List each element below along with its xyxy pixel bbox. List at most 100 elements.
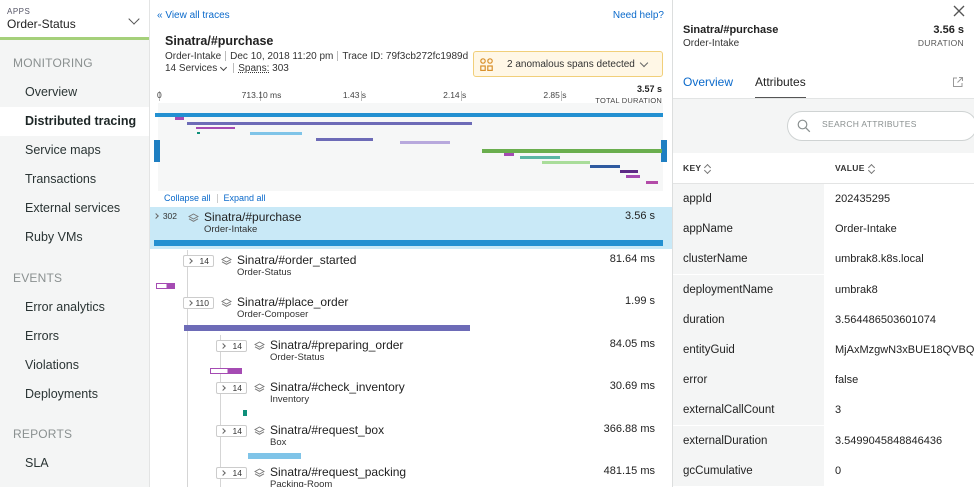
span-row[interactable]: 14 Sinatra/#order_started Order-Status 81.6… [150, 250, 672, 292]
attribute-key: externalDuration [673, 425, 824, 456]
search-attributes-input[interactable] [822, 119, 962, 129]
nav-section-title: REPORTS [13, 427, 73, 441]
total-duration-value: 3.57 s [636, 84, 662, 94]
key-column-header[interactable]: KEY [683, 153, 711, 184]
chevron-right-icon [220, 470, 226, 476]
sidebar-item-distributed-tracing[interactable]: Distributed tracing [0, 107, 149, 136]
attribute-value: 3.5499045848846436 [835, 434, 943, 447]
span-name: Sinatra/#place_order [237, 295, 349, 309]
attribute-value: umbrak8.k8s.local [835, 253, 924, 266]
attribute-value: umbrak8 [835, 283, 878, 296]
expand-toggle[interactable]: 14 [216, 382, 247, 394]
external-link-icon[interactable] [952, 76, 964, 88]
tab-overview[interactable]: Overview [683, 75, 734, 89]
span-row[interactable]: 14 Sinatra/#request_box Box 366.88 ms [150, 420, 672, 462]
minimap-span [250, 132, 302, 135]
sidebar-item-external-services[interactable]: External services [25, 201, 121, 215]
anomaly-icon [480, 58, 493, 71]
sidebar-item-sla[interactable]: SLA [25, 456, 49, 470]
nav-section-title: MONITORING [13, 56, 93, 70]
tab-divider [673, 98, 974, 99]
trace-minimap[interactable] [150, 103, 672, 191]
span-name: Sinatra/#check_inventory [270, 380, 405, 394]
attribute-value: 3 [835, 404, 842, 417]
view-all-traces-link[interactable]: « View all traces [157, 10, 230, 21]
sidebar-item-violations[interactable]: Violations [25, 358, 79, 372]
expand-toggle[interactable]: 302 [150, 211, 181, 223]
expand-toggle[interactable]: 14 [216, 467, 247, 479]
trace-date: Dec 10, 2018 11:20 pm [230, 51, 334, 62]
layers-icon [254, 468, 265, 477]
span-duration: 481.15 ms [603, 465, 655, 477]
layers-icon [221, 256, 232, 265]
sidebar-item-ruby-vms[interactable]: Ruby VMs [25, 230, 83, 244]
sidebar-item-errors[interactable]: Errors [25, 329, 60, 343]
expand-toggle[interactable]: 14 [183, 255, 214, 267]
attribute-row: duration 3.564486503601074 [673, 304, 974, 335]
tree-guide-line [220, 335, 221, 487]
search-icon [797, 119, 811, 133]
value-column-header[interactable]: VALUE [835, 153, 875, 184]
span-duration: 366.88 ms [603, 423, 655, 435]
chevron-down-icon [639, 58, 649, 68]
attribute-key: appId [673, 184, 824, 214]
minimap-span [626, 175, 640, 178]
span-service: Box [270, 437, 287, 448]
attribute-row: appName Order-Intake [673, 214, 974, 245]
expand-all-link[interactable]: Expand all [223, 193, 266, 203]
panel-duration-label: DURATION [917, 38, 964, 48]
child-count: 110 [195, 298, 209, 308]
sidebar: APPS Order-Status MONITORING Overview Dist… [0, 0, 150, 487]
sidebar-item-deployments[interactable]: Deployments [25, 387, 98, 401]
attribute-key: duration [673, 304, 824, 335]
sort-icon [705, 164, 711, 174]
trace-title: Sinatra/#purchase [165, 34, 274, 48]
sidebar-item-transactions[interactable]: Transactions [25, 172, 97, 186]
attribute-key: clusterName [673, 244, 824, 275]
search-attributes-field[interactable] [787, 111, 974, 141]
expand-toggle[interactable]: 14 [216, 425, 247, 437]
sidebar-item-overview[interactable]: Overview [25, 85, 78, 99]
span-row[interactable]: 110 Sinatra/#place_order Order-Composer 1.9… [150, 292, 672, 334]
attribute-row: externalDuration 3.5499045848846436 [673, 425, 974, 456]
services-count: 14 Services [165, 63, 218, 74]
timeline-tick [159, 91, 160, 101]
collapse-all-link[interactable]: Collapse all [164, 193, 211, 203]
minimap-span [400, 141, 450, 144]
trace-id: Trace ID: 79f3cb272fc1989d [342, 51, 469, 62]
span-row[interactable]: 14 Sinatra/#request_packing Packing-Room 48… [150, 462, 672, 487]
chevron-down-icon [220, 63, 228, 71]
child-count: 14 [232, 426, 242, 436]
span-row[interactable]: 302 Sinatra/#purchase Order-Intake 3.56 s [150, 207, 672, 249]
timeline-tick-label: 1.43 s [342, 90, 367, 100]
tab-attributes[interactable]: Attributes [755, 75, 806, 100]
close-icon[interactable] [952, 4, 966, 18]
span-service: Packing-Room [270, 479, 333, 487]
span-name: Sinatra/#purchase [204, 210, 302, 224]
sidebar-item-error-analytics[interactable]: Error analytics [25, 300, 105, 314]
need-help-link[interactable]: Need help? [612, 10, 664, 21]
anomalous-spans-dropdown[interactable]: 2 anomalous spans detected [473, 51, 663, 77]
trace-service: Order-Intake [165, 51, 222, 62]
span-row[interactable]: 14 Sinatra/#preparing_order Order-Status 84… [150, 335, 672, 377]
attribute-key: entityGuid [673, 335, 824, 365]
services-dropdown[interactable]: 14 Services [165, 63, 229, 74]
minimap-handle-right [661, 140, 667, 162]
trace-meta-secondary: 14 Services Spans: 303 [165, 63, 289, 74]
minimap-span [542, 161, 590, 164]
minimap-background [158, 103, 663, 191]
timeline-tick-label: 2.14 s [443, 90, 467, 100]
attribute-row: entityGuid MjAxMzgwN3xBUE18QVBQTHwyMDI0Mz… [673, 335, 974, 365]
expand-toggle[interactable]: 110 [183, 297, 214, 309]
expand-toggle[interactable]: 14 [216, 340, 247, 352]
sidebar-item-service-maps[interactable]: Service maps [25, 143, 101, 157]
key-header-label: KEY [683, 163, 702, 173]
app-selector[interactable]: APPS Order-Status [0, 0, 149, 40]
span-row[interactable]: 14 Sinatra/#check_inventory Inventory 30.69… [150, 377, 672, 419]
child-count: 14 [232, 383, 242, 393]
span-duration: 81.64 ms [609, 253, 655, 265]
minimap-span [504, 153, 514, 156]
timeline-tick [259, 91, 261, 101]
tree-guide-line [187, 250, 188, 487]
child-count: 14 [232, 341, 242, 351]
